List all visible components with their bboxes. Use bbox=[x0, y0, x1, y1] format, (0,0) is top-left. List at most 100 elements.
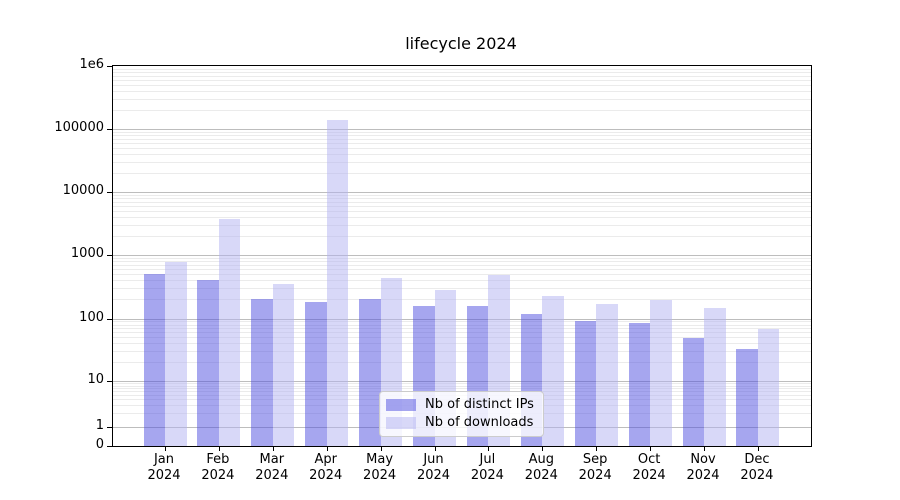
minor-gridline bbox=[113, 261, 811, 263]
minor-gridline bbox=[113, 75, 811, 77]
minor-gridline bbox=[113, 68, 811, 70]
x-tick-mark bbox=[165, 446, 166, 451]
minor-gridline bbox=[113, 173, 811, 174]
y-tick-label: 100 bbox=[79, 309, 104, 325]
x-tick-label-jan: Jan 2024 bbox=[147, 452, 181, 483]
x-tick-label-jun: Jun 2024 bbox=[416, 452, 451, 483]
minor-gridline bbox=[113, 154, 811, 156]
minor-gridline bbox=[113, 135, 811, 137]
x-tick-label-aug: Aug 2024 bbox=[524, 452, 558, 483]
minor-gridline bbox=[113, 383, 811, 385]
y-tick-label: 1e6 bbox=[79, 57, 104, 72]
plot-area bbox=[107, 65, 812, 451]
minor-gridline bbox=[113, 98, 811, 100]
y-tick-label: 10000 bbox=[62, 183, 104, 198]
x-tick-label-nov: Nov 2024 bbox=[686, 452, 720, 483]
x-tick-label-oct: Oct 2024 bbox=[632, 452, 666, 483]
bar-distinct-ips-apr bbox=[305, 301, 327, 446]
major-gridline bbox=[113, 318, 811, 320]
minor-gridline bbox=[113, 299, 811, 301]
legend-swatch-distinct-ips-icon bbox=[386, 398, 416, 411]
y-tick-label: 1 bbox=[95, 418, 104, 433]
minor-gridline bbox=[113, 264, 811, 266]
bar-distinct-ips-oct bbox=[628, 322, 651, 446]
bar-downloads-oct bbox=[650, 300, 672, 446]
bar-distinct-ips-feb bbox=[197, 279, 219, 446]
minor-gridline bbox=[113, 280, 811, 282]
bar-distinct-ips-may bbox=[359, 298, 381, 446]
y-tick-label: 10 bbox=[87, 372, 104, 387]
y-tick-label: 1000 bbox=[70, 246, 104, 261]
y-tick-mark bbox=[107, 427, 113, 428]
y-tick-mark bbox=[107, 446, 113, 447]
x-tick-mark bbox=[380, 446, 382, 451]
y-tick-mark bbox=[107, 66, 113, 67]
minor-gridline bbox=[113, 257, 811, 259]
minor-gridline bbox=[113, 198, 811, 200]
minor-gridline bbox=[113, 161, 811, 163]
x-tick-mark bbox=[272, 446, 274, 451]
bar-downloads-nov bbox=[704, 308, 726, 446]
y-tick-mark bbox=[107, 192, 113, 193]
bar-distinct-ips-sep bbox=[574, 320, 597, 446]
minor-gridline bbox=[113, 206, 811, 207]
minor-gridline bbox=[113, 236, 811, 237]
minor-gridline bbox=[113, 321, 811, 323]
minor-gridline bbox=[113, 131, 811, 133]
minor-gridline bbox=[113, 217, 811, 219]
minor-gridline bbox=[113, 274, 811, 276]
x-tick-mark bbox=[704, 446, 705, 451]
minor-gridline bbox=[113, 138, 811, 140]
x-tick-mark bbox=[542, 446, 544, 451]
legend-swatch-downloads-icon bbox=[386, 416, 416, 429]
x-tick-label-sep: Sep 2024 bbox=[578, 452, 612, 483]
bar-downloads-aug bbox=[542, 295, 564, 446]
x-tick-label-apr: Apr 2024 bbox=[309, 452, 343, 483]
y-tick-mark bbox=[107, 381, 113, 382]
x-tick-mark bbox=[434, 446, 436, 451]
x-tick-label-dec: Dec 2024 bbox=[740, 452, 774, 483]
major-gridline bbox=[113, 129, 811, 130]
bar-downloads-mar bbox=[272, 283, 295, 446]
minor-gridline bbox=[113, 328, 811, 330]
minor-gridline bbox=[113, 72, 811, 74]
bar-downloads-dec bbox=[757, 328, 780, 446]
minor-gridline bbox=[113, 85, 811, 86]
x-tick-label-jul: Jul 2024 bbox=[470, 452, 504, 483]
minor-gridline bbox=[113, 201, 811, 203]
x-tick-mark bbox=[218, 446, 220, 451]
minor-gridline bbox=[113, 110, 811, 111]
minor-gridline bbox=[113, 143, 811, 144]
bar-downloads-jan bbox=[165, 261, 187, 446]
minor-gridline bbox=[113, 385, 811, 387]
x-tick-mark bbox=[650, 446, 652, 451]
legend-item-downloads: Nb of downloads bbox=[386, 415, 534, 430]
bar-downloads-sep bbox=[596, 304, 618, 446]
minor-gridline bbox=[113, 332, 811, 334]
y-tick-mark bbox=[107, 255, 113, 256]
legend-item-distinct-ips: Nb of distinct IPs bbox=[386, 397, 534, 412]
minor-gridline bbox=[113, 211, 811, 212]
legend-label-downloads: Nb of downloads bbox=[425, 415, 534, 430]
minor-gridline bbox=[113, 80, 811, 81]
minor-gridline bbox=[113, 388, 811, 390]
major-gridline bbox=[113, 255, 811, 256]
bar-distinct-ips-mar bbox=[251, 298, 273, 446]
bar-downloads-feb bbox=[218, 218, 241, 446]
chart-title: lifecycle 2024 bbox=[405, 34, 517, 53]
x-tick-mark bbox=[326, 446, 328, 451]
minor-gridline bbox=[113, 337, 811, 339]
minor-gridline bbox=[113, 194, 811, 196]
y-tick-mark bbox=[107, 129, 113, 130]
minor-gridline bbox=[113, 148, 811, 149]
x-tick-mark bbox=[596, 446, 598, 451]
minor-gridline bbox=[113, 288, 811, 290]
bar-distinct-ips-dec bbox=[736, 348, 758, 446]
minor-gridline bbox=[113, 351, 811, 353]
x-tick-mark bbox=[488, 446, 490, 451]
minor-gridline bbox=[113, 362, 811, 364]
y-tick-label: 0 bbox=[95, 437, 104, 452]
minor-gridline bbox=[113, 343, 811, 345]
minor-gridline bbox=[113, 324, 811, 326]
